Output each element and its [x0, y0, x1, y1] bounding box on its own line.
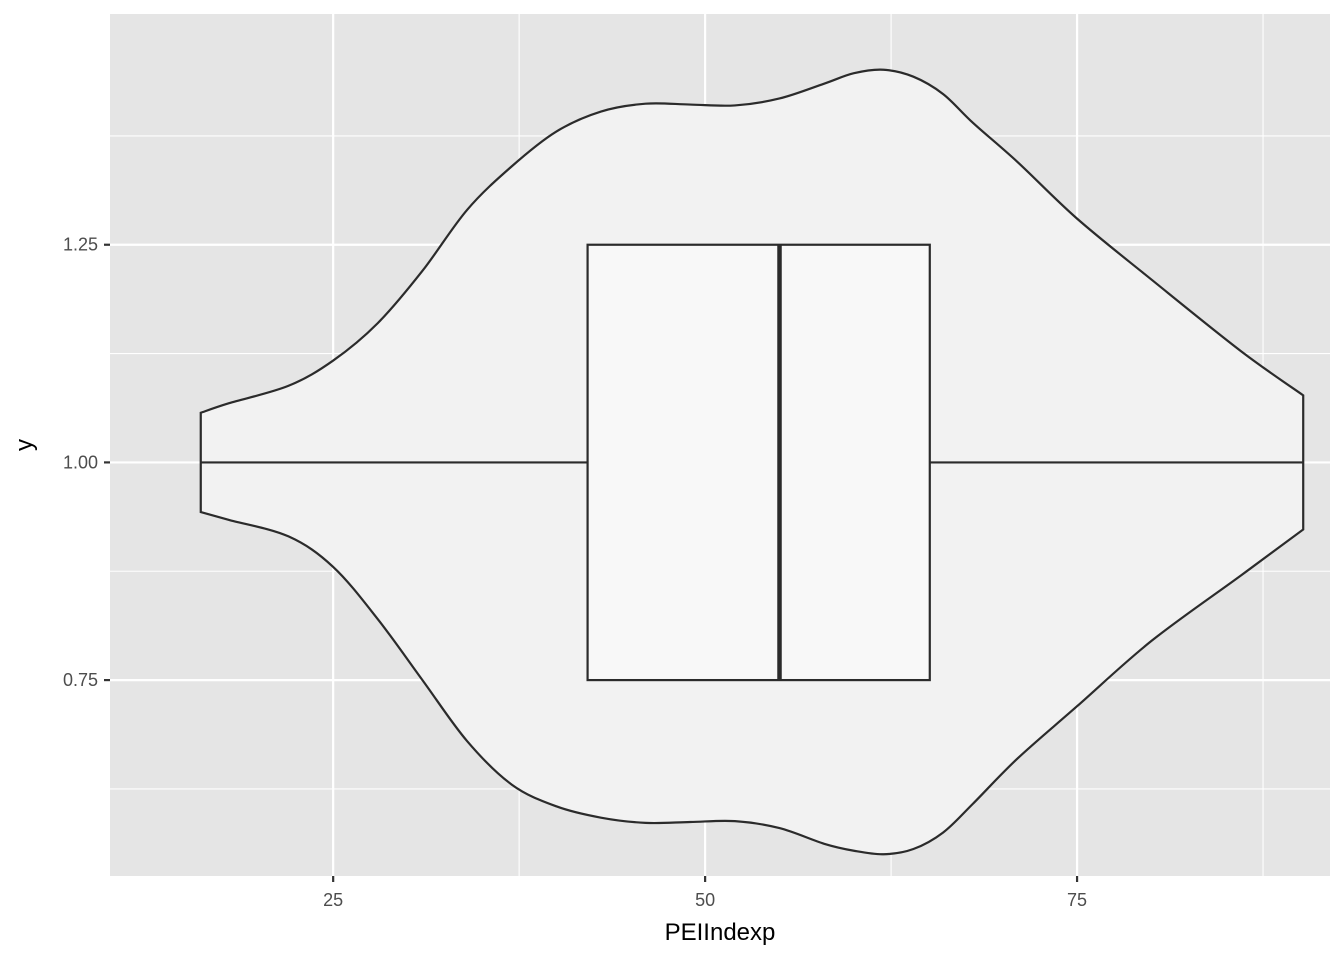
x-axis-ticks: 25 50 75 [323, 876, 1087, 910]
x-tick-label: 75 [1067, 890, 1087, 910]
y-axis-title: y [11, 439, 38, 451]
y-tick-label: 1.25 [63, 235, 98, 255]
x-axis-title: PEIIndexp [665, 919, 776, 946]
boxplot-box [586, 243, 931, 682]
x-tick-label: 25 [323, 890, 343, 910]
y-tick-label: 1.00 [63, 452, 98, 472]
y-tick-label: 0.75 [63, 670, 98, 690]
x-tick-label: 50 [695, 890, 715, 910]
y-axis-ticks: 0.75 1.00 1.25 [63, 235, 110, 690]
